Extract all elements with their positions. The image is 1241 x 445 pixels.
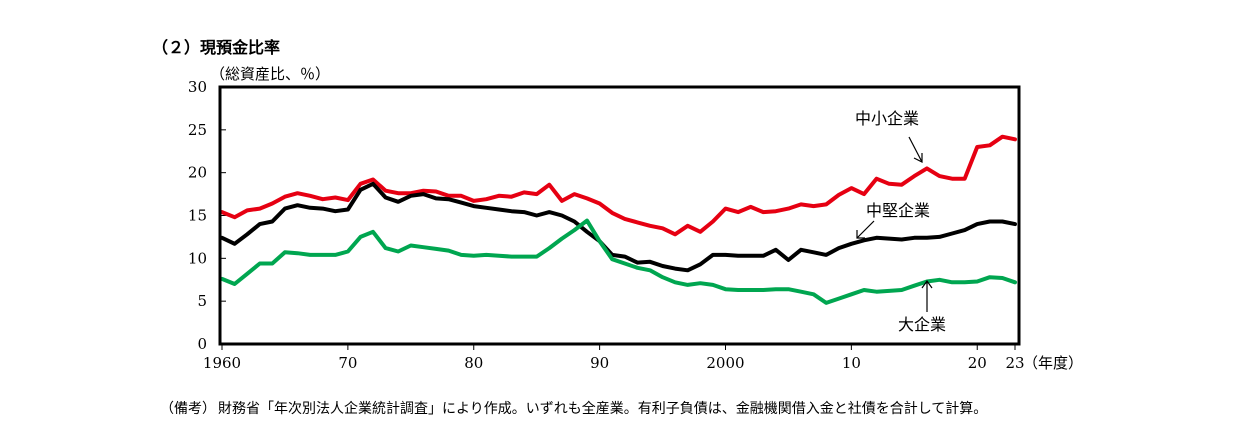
series-lines	[220, 134, 1017, 305]
x-tick-label: 70	[338, 354, 357, 372]
line-chart: （２）現預金比率 （総資産比、％） 0 5 10 15 20 25 30 1960 70 80 9…	[152, 38, 1083, 372]
y-tick-label: 20	[188, 164, 207, 182]
x-tick-label: 2000	[706, 354, 744, 372]
series-line-small-firms	[220, 134, 1017, 237]
arrowhead-large-firms	[921, 279, 933, 289]
chart-title: （２）現預金比率	[152, 38, 280, 57]
arrow-small-firms	[908, 136, 923, 163]
x-tick-label: 20	[968, 354, 987, 372]
x-tick-label: 10	[842, 354, 861, 372]
footnote-prefix: （備考）	[160, 401, 216, 417]
arrowhead-small-firms	[913, 153, 923, 163]
y-axis-ticks: 0 5 10 15 20 25 30	[188, 78, 226, 353]
y-tick-label: 0	[197, 335, 207, 353]
series-line-mid-firms	[220, 181, 1017, 273]
footnote-text: 財務省「年次別法人企業統計調査」により作成。いずれも全産業。有利子負債は、金融機…	[218, 401, 988, 417]
x-axis-ticks: 1960 70 80 90 2000 10 20 23	[203, 344, 1025, 372]
series-line-large-firms	[220, 218, 1017, 305]
label-large-firms: 大企業	[898, 315, 946, 334]
y-tick-label: 10	[188, 249, 207, 267]
x-tick-label: 23	[1005, 354, 1024, 372]
x-tick-label: 1960	[203, 354, 241, 372]
arrowhead-mid-firms	[856, 230, 865, 239]
label-mid-firms: 中堅企業	[866, 201, 930, 220]
y-tick-label: 15	[188, 207, 207, 225]
y-tick-label: 5	[197, 292, 207, 310]
x-tick-label: 90	[590, 354, 609, 372]
arrow-mid-firms	[856, 220, 875, 239]
y-tick-label: 30	[188, 78, 207, 96]
plot-frame	[218, 85, 1021, 346]
x-axis-unit: （年度）	[1023, 354, 1083, 372]
label-small-firms: 中小企業	[855, 109, 919, 128]
x-tick-label: 80	[464, 354, 483, 372]
y-tick-label: 25	[188, 121, 207, 139]
footnote: （備考） 財務省「年次別法人企業統計調査」により作成。いずれも全産業。有利子負債は…	[160, 400, 1100, 419]
y-axis-unit: （総資産比、％）	[210, 65, 330, 83]
